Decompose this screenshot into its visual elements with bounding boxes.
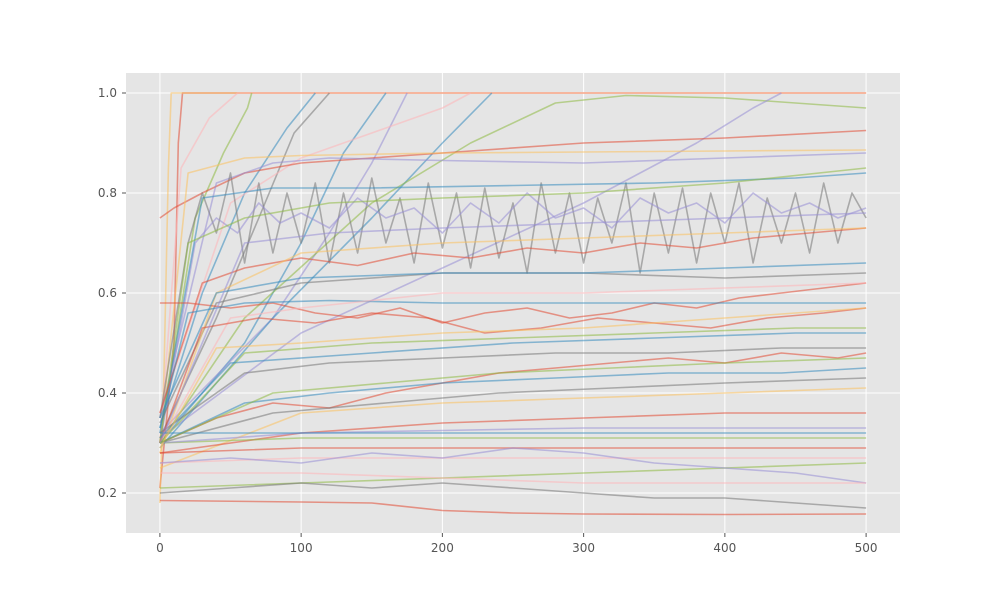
series-line-41 bbox=[159, 482, 867, 509]
y-axis: 0.2 0.4 0.6 0.8 1.0 bbox=[98, 86, 126, 500]
series-layer bbox=[159, 92, 867, 516]
series-line-35 bbox=[159, 427, 867, 444]
series-line-46 bbox=[159, 212, 867, 444]
series-line-18 bbox=[159, 167, 867, 444]
series-line-47 bbox=[159, 357, 867, 444]
series-line-42 bbox=[159, 499, 867, 516]
series-line-4 bbox=[159, 92, 316, 429]
series-line-40 bbox=[159, 447, 867, 484]
series-line-38 bbox=[159, 457, 867, 464]
x-tick-label: 400 bbox=[713, 541, 736, 555]
series-line-8 bbox=[159, 92, 471, 414]
x-axis: 0 100 200 300 400 500 bbox=[156, 533, 878, 555]
series-line-27 bbox=[159, 332, 867, 439]
series-line-22 bbox=[159, 282, 867, 324]
x-tick-label: 0 bbox=[156, 541, 164, 555]
y-tick-label: 0.6 bbox=[98, 286, 117, 300]
x-tick-label: 500 bbox=[855, 541, 878, 555]
series-line-3 bbox=[159, 92, 253, 444]
y-tick-label: 0.4 bbox=[98, 386, 117, 400]
series-line-12 bbox=[159, 129, 867, 219]
series-line-11 bbox=[159, 92, 782, 439]
series-line-16 bbox=[159, 192, 867, 444]
series-line-14 bbox=[159, 152, 867, 419]
series-line-5 bbox=[159, 92, 330, 439]
series-line-44 bbox=[159, 262, 867, 419]
x-tick-label: 100 bbox=[290, 541, 313, 555]
series-line-43 bbox=[159, 472, 867, 484]
y-tick-label: 1.0 bbox=[98, 86, 117, 100]
series-line-23 bbox=[159, 299, 867, 429]
x-tick-label: 200 bbox=[431, 541, 454, 555]
series-line-45 bbox=[159, 307, 867, 449]
series-line-17 bbox=[159, 172, 867, 434]
series-line-15 bbox=[159, 172, 867, 419]
series-line-32 bbox=[159, 387, 867, 469]
series-line-19 bbox=[159, 227, 867, 414]
series-line-34 bbox=[159, 437, 867, 444]
series-line-24 bbox=[159, 282, 867, 444]
series-line-10 bbox=[159, 94, 867, 444]
series-line-9 bbox=[159, 92, 493, 449]
series-line-26 bbox=[159, 327, 867, 444]
x-tick-label: 300 bbox=[572, 541, 595, 555]
series-line-28 bbox=[159, 352, 867, 444]
series-line-29 bbox=[159, 347, 867, 434]
series-line-13 bbox=[159, 149, 867, 444]
y-tick-label: 0.8 bbox=[98, 186, 117, 200]
series-line-33 bbox=[159, 412, 867, 454]
series-line-30 bbox=[159, 367, 867, 444]
series-line-39 bbox=[159, 462, 867, 489]
series-line-2 bbox=[159, 92, 867, 444]
series-line-31 bbox=[159, 377, 867, 444]
y-tick-label: 0.2 bbox=[98, 486, 117, 500]
